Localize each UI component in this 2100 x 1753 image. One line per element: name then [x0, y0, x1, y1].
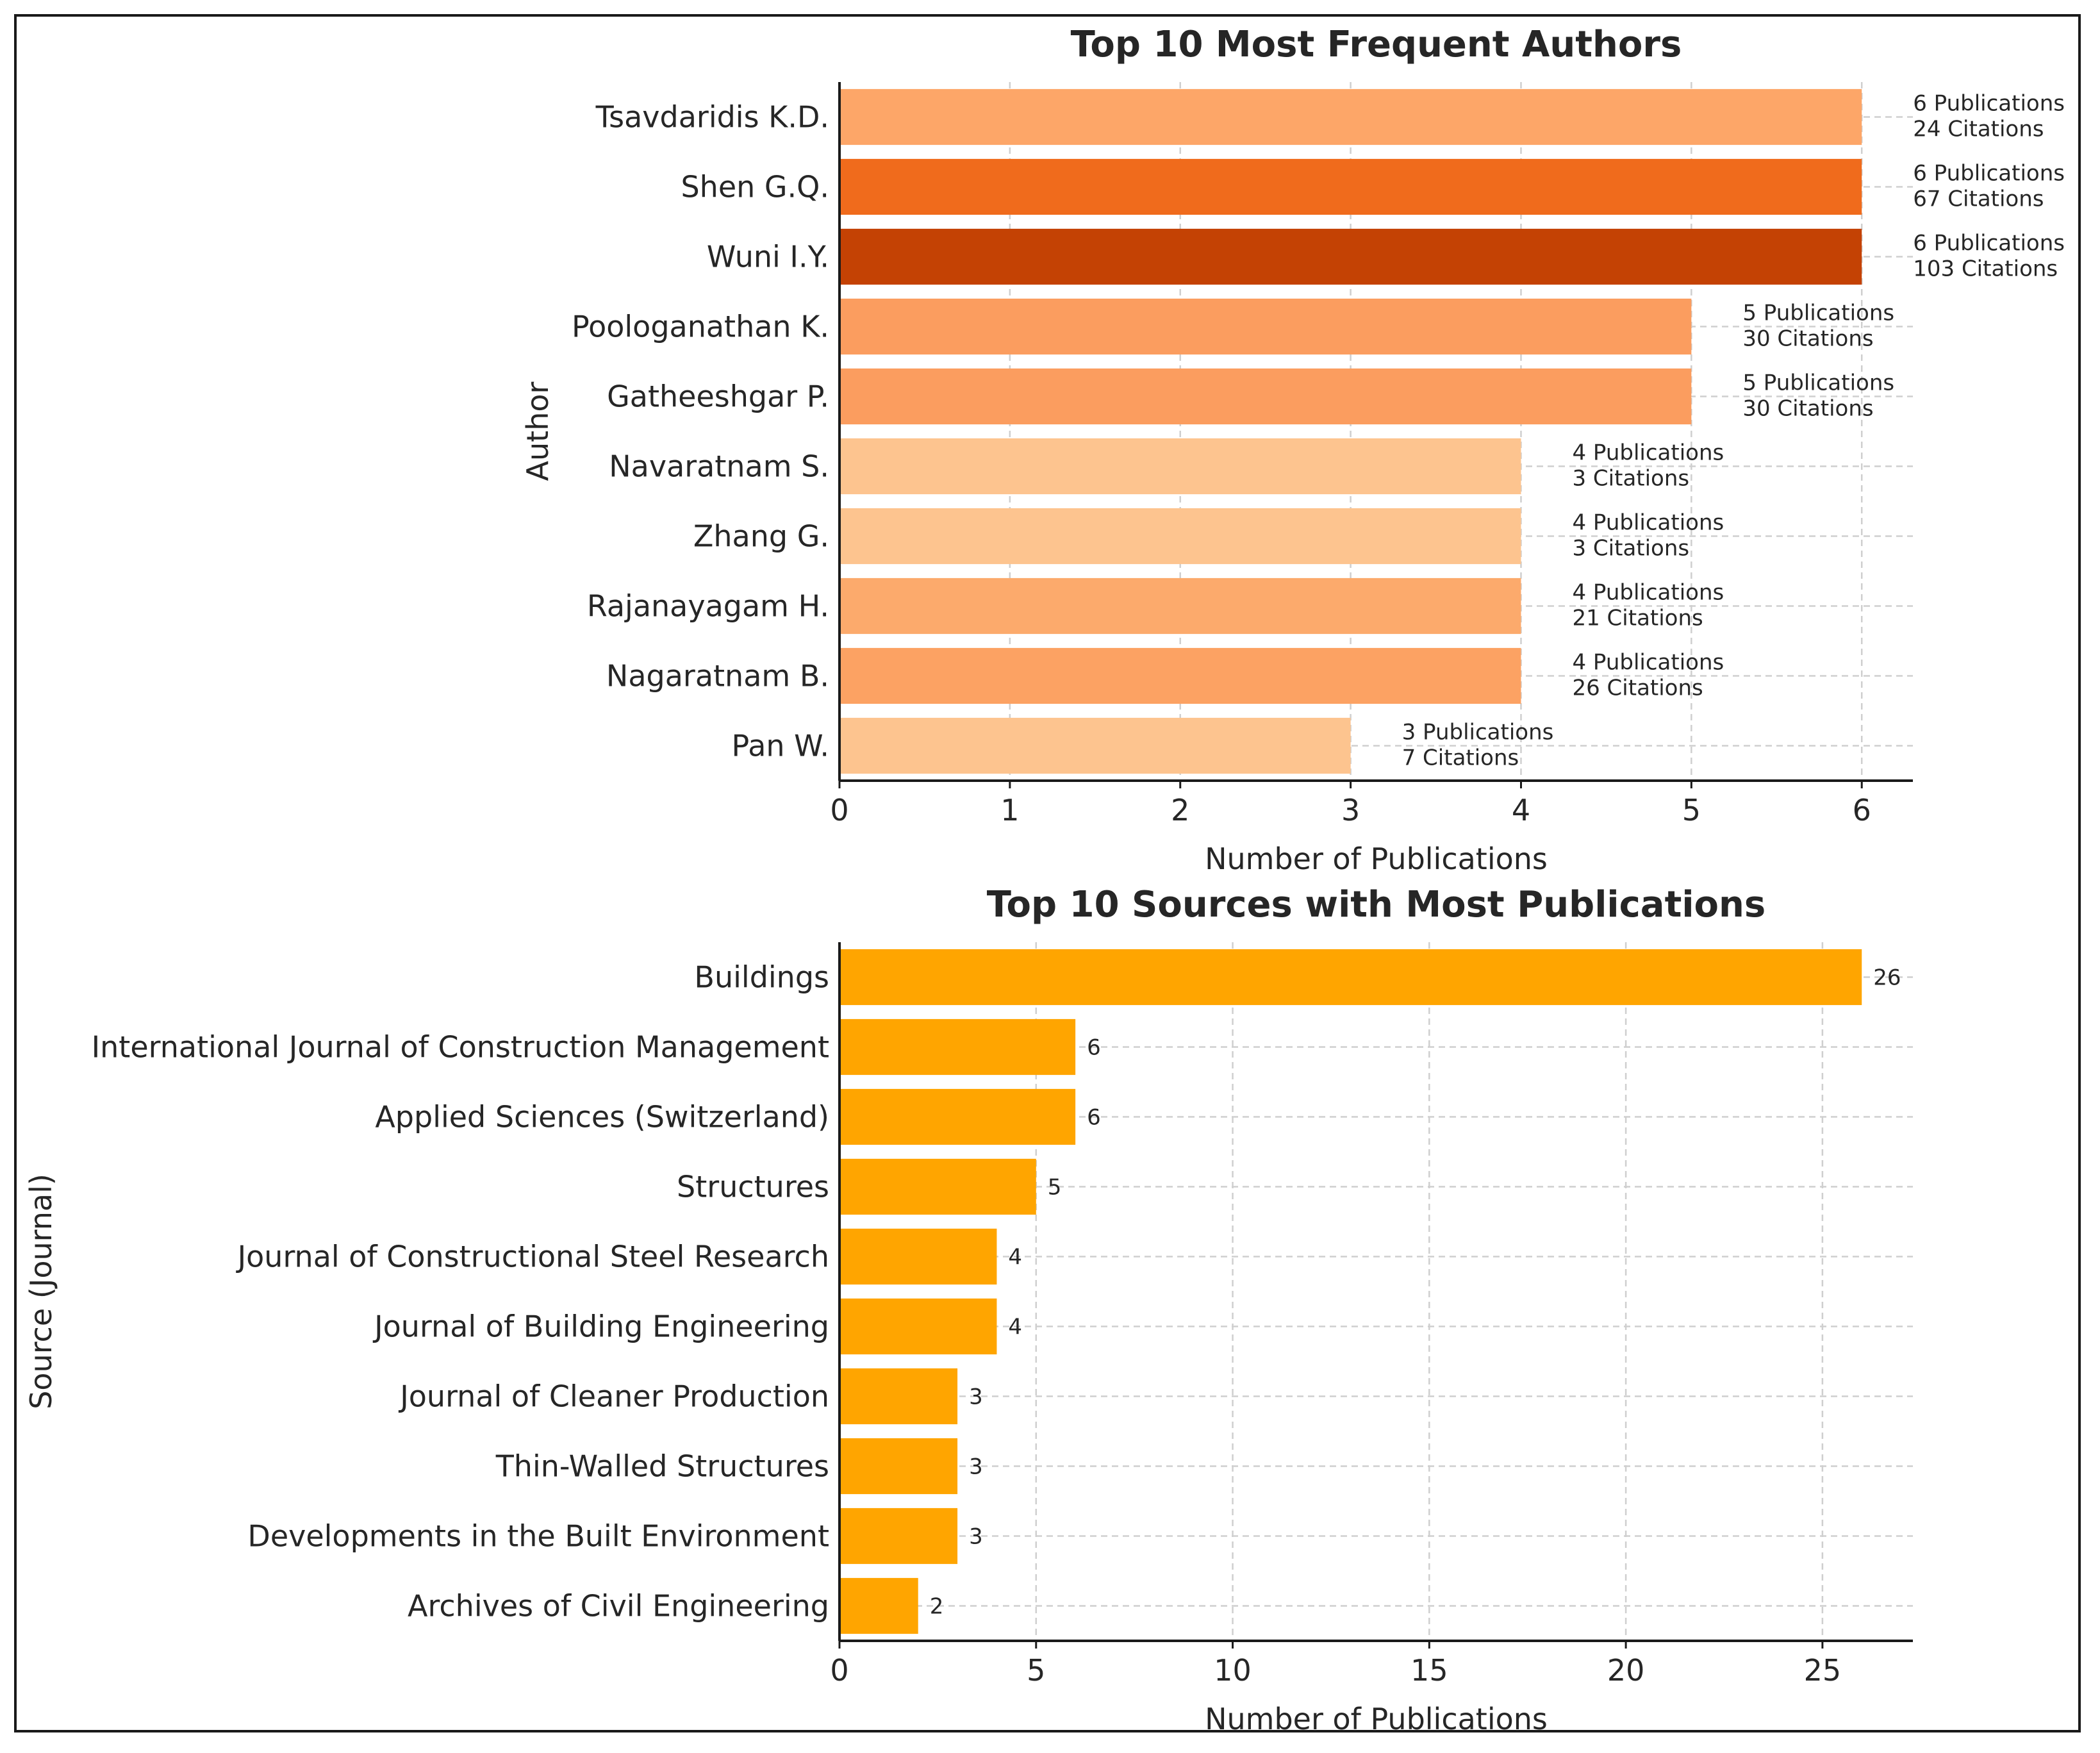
bar-value-label: 26 [1873, 965, 1901, 991]
category-tick-label: Navaratnam S. [609, 449, 829, 484]
bar-value-label: 3 [969, 1384, 983, 1410]
bar [839, 1158, 1036, 1215]
bar [839, 1088, 1076, 1145]
bar-value-label: 2 [930, 1594, 944, 1620]
category-tick-label: Pan W. [732, 729, 829, 763]
x-tick-label: 0 [830, 793, 848, 827]
category-tick-label: Wuni I.Y. [707, 240, 829, 274]
bar-annotation-publications: 5 Publications [1742, 370, 1894, 396]
category-tick-label: Buildings [694, 960, 829, 995]
bar-annotation-citations: 3 Citations [1572, 466, 1689, 492]
category-tick-label: Structures [677, 1170, 829, 1204]
bar [839, 158, 1862, 215]
bar-annotation-publications: 3 Publications [1402, 720, 1554, 745]
bar [839, 1368, 958, 1425]
bar-annotation-citations: 67 Citations [1913, 187, 2044, 212]
bar-annotation-publications: 4 Publications [1572, 440, 1724, 466]
bar [839, 1298, 997, 1355]
x-tick-label: 5 [1682, 793, 1701, 827]
bar-annotation-publications: 6 Publications [1913, 91, 2065, 117]
bar-annotation-citations: 30 Citations [1742, 396, 1873, 422]
category-tick-label: Journal of Cleaner Production [398, 1379, 829, 1414]
bar [839, 1438, 958, 1495]
category-tick-label: Zhang G. [693, 519, 829, 554]
bar [839, 577, 1521, 635]
category-tick-label: Shen G.Q. [681, 170, 829, 204]
bar [839, 949, 1862, 1006]
bar [839, 1228, 997, 1285]
x-tick-label: 25 [1804, 1653, 1842, 1688]
x-tick-label: 2 [1171, 793, 1189, 827]
bar [839, 717, 1351, 774]
category-tick-label: Rajanayagam H. [587, 589, 829, 624]
chart-title: Top 10 Sources with Most Publications [987, 884, 1765, 926]
x-tick-label: 5 [1027, 1653, 1045, 1688]
bar-annotation-citations: 24 Citations [1913, 117, 2044, 142]
bar-annotation-publications: 4 Publications [1572, 510, 1724, 536]
bar-value-label: 3 [969, 1524, 983, 1550]
bar [839, 438, 1521, 495]
bar-value-label: 3 [969, 1454, 983, 1480]
bar [839, 647, 1521, 704]
bar-value-label: 4 [1008, 1245, 1022, 1270]
bar-value-label: 4 [1008, 1315, 1022, 1340]
x-tick-label: 20 [1607, 1653, 1645, 1688]
category-tick-label: Gatheeshgar P. [607, 379, 829, 414]
bar [839, 1577, 918, 1634]
category-tick-label: Archives of Civil Engineering [408, 1589, 829, 1624]
bar [839, 228, 1862, 285]
x-tick-label: 10 [1214, 1653, 1252, 1688]
category-tick-label: Journal of Building Engineering [372, 1309, 829, 1344]
category-tick-label: Thin-Walled Structures [495, 1449, 829, 1484]
category-tick-label: Nagaratnam B. [606, 659, 829, 694]
bar-annotation-citations: 26 Citations [1572, 676, 1703, 701]
category-tick-label: Tsavdaridis K.D. [595, 100, 829, 135]
bar [839, 298, 1692, 355]
bar-annotation-publications: 4 Publications [1572, 580, 1724, 606]
bar-annotation-citations: 7 Citations [1402, 745, 1519, 771]
bar [839, 88, 1862, 145]
category-tick-label: Applied Sciences (Switzerland) [375, 1100, 829, 1134]
bar-annotation-publications: 4 Publications [1572, 650, 1724, 676]
category-tick-label: International Journal of Construction Ma… [92, 1030, 829, 1065]
bar-annotation-citations: 3 Citations [1572, 536, 1689, 561]
bar-value-label: 6 [1087, 1105, 1101, 1131]
y-axis-label: Source (Journal) [24, 1174, 58, 1409]
category-tick-label: Journal of Constructional Steel Research [236, 1240, 829, 1274]
bar [839, 508, 1521, 565]
x-tick-label: 1 [1000, 793, 1019, 827]
x-tick-label: 6 [1853, 793, 1871, 827]
category-tick-label: Poologanathan K. [572, 310, 829, 344]
bar-annotation-citations: 103 Citations [1913, 256, 2058, 282]
bar-annotation-publications: 6 Publications [1913, 231, 2065, 256]
x-axis-label: Number of Publications [1205, 842, 1548, 876]
bar-value-label: 6 [1087, 1035, 1101, 1061]
bar-annotation-publications: 5 Publications [1742, 301, 1894, 326]
y-axis-label: Author [520, 381, 555, 481]
bar [839, 1018, 1076, 1076]
bar [839, 1508, 958, 1565]
category-tick-label: Developments in the Built Environment [247, 1519, 829, 1554]
bar-annotation-publications: 6 Publications [1913, 161, 2065, 187]
x-tick-label: 4 [1512, 793, 1530, 827]
bar [839, 368, 1692, 425]
x-tick-label: 15 [1410, 1653, 1448, 1688]
chart-title: Top 10 Most Frequent Authors [1071, 24, 1682, 65]
x-tick-label: 3 [1341, 793, 1360, 827]
x-axis-label: Number of Publications [1205, 1702, 1548, 1736]
x-tick-label: 0 [830, 1653, 848, 1688]
bar-value-label: 5 [1048, 1175, 1062, 1201]
bar-annotation-citations: 30 Citations [1742, 326, 1873, 352]
bar-annotation-citations: 21 Citations [1572, 606, 1703, 631]
